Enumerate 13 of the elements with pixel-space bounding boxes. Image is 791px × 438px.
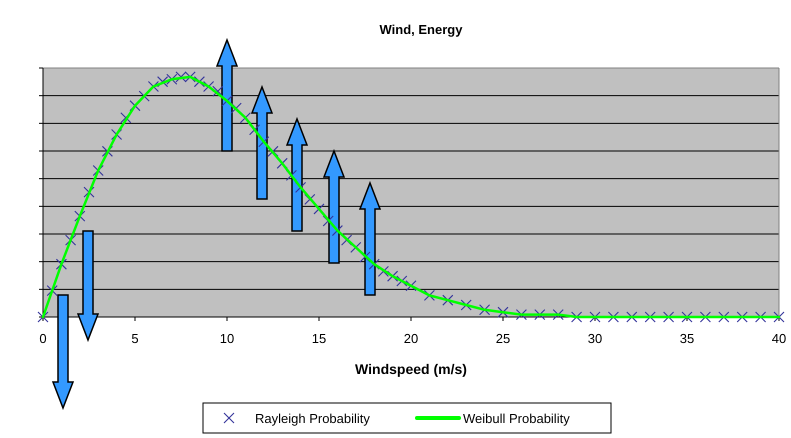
x-tick-label: 5 [131, 331, 139, 346]
x-tick-label: 25 [496, 331, 510, 346]
x-tick-label: 0 [39, 331, 47, 346]
x-tick-label: 40 [772, 331, 786, 346]
x-axis-title: Windspeed (m/s) [355, 361, 467, 377]
legend-label: Weibull Probability [463, 411, 570, 426]
x-tick-label: 10 [220, 331, 234, 346]
x-tick-label: 30 [588, 331, 602, 346]
x-tick-label: 35 [680, 331, 694, 346]
chart-title: Wind, Energy [380, 22, 464, 37]
x-tick-label: 15 [312, 331, 326, 346]
x-tick-label: 20 [404, 331, 418, 346]
legend-label: Rayleigh Probability [255, 411, 370, 426]
